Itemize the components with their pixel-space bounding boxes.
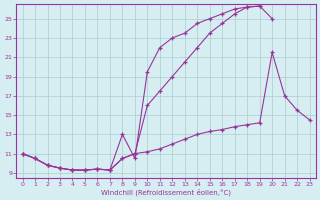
X-axis label: Windchill (Refroidissement éolien,°C): Windchill (Refroidissement éolien,°C) xyxy=(101,188,231,196)
